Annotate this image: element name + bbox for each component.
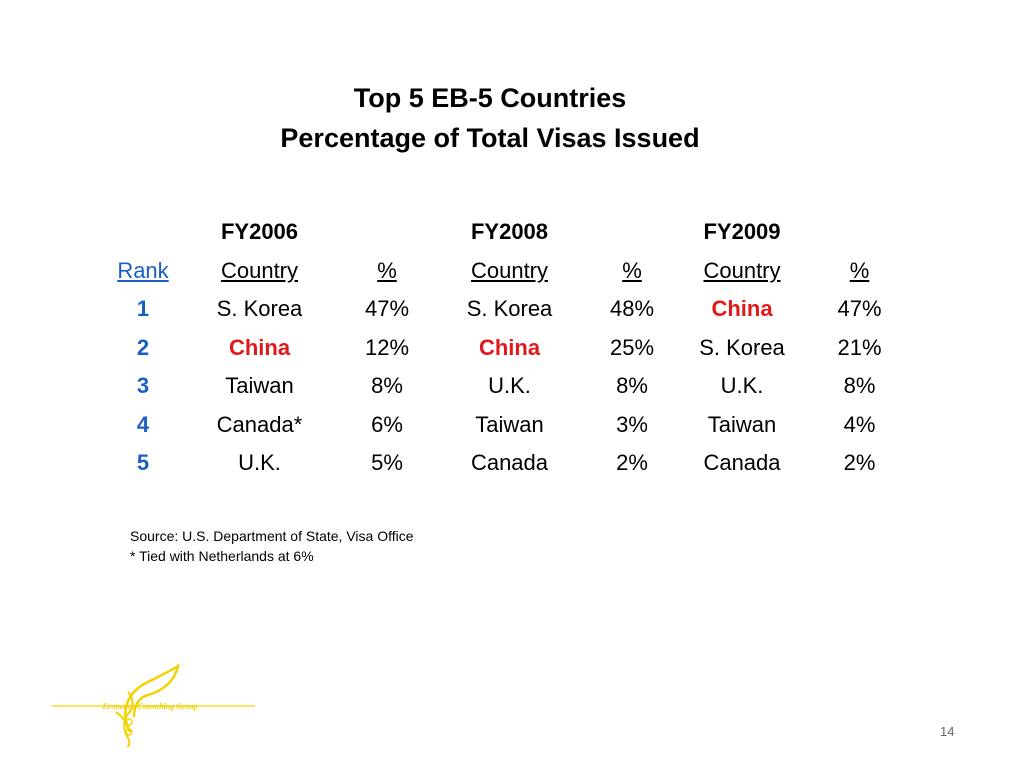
percent-cell: 2% [616, 450, 648, 476]
percent-header: % [377, 257, 397, 283]
percent-cell: 4% [843, 411, 876, 437]
percent-cell: 8% [371, 373, 403, 399]
logo-text: Economic Consulting Group [101, 702, 197, 711]
percent-cell: 6% [371, 411, 403, 437]
country-cell: U.K. [238, 450, 281, 476]
year-header-row: FY2006 FY2008 FY2009 [104, 213, 917, 252]
percent-cell: 47% [364, 296, 410, 322]
table-row: 1 S. Korea 47% S. Korea 48% China 47% [104, 290, 917, 329]
rank-cell: 3 [136, 373, 150, 399]
table-row: 3 Taiwan 8% U.K. 8% U.K. 8% [104, 367, 917, 406]
percent-cell: 47% [837, 296, 882, 322]
countries-table: FY2006 FY2008 FY2009 Rank Country % Coun… [104, 213, 917, 483]
table-row: 4 Canada* 6% Taiwan 3% Taiwan 4% [104, 406, 917, 445]
title-line-2: Percentage of Total Visas Issued [280, 123, 700, 153]
source-note: Source: U.S. Department of State, Visa O… [130, 528, 414, 544]
table-row: 2 China 12% China 25% S. Korea 21% [104, 329, 917, 368]
percent-cell: 3% [616, 411, 648, 437]
table-row: 5 U.K. 5% Canada 2% Canada 2% [104, 444, 917, 483]
country-cell: U.K. [720, 373, 764, 399]
country-cell: Canada* [216, 411, 303, 437]
year-header: FY2006 [220, 219, 299, 245]
country-cell: China [711, 296, 773, 322]
rank-cell: 5 [136, 450, 150, 476]
footnote: * Tied with Netherlands at 6% [130, 548, 314, 564]
country-cell: Canada [703, 450, 781, 476]
country-cell: China [228, 334, 291, 360]
title-line-1: Top 5 EB-5 Countries [353, 83, 627, 113]
country-cell: U.K. [488, 373, 531, 399]
percent-header: % [849, 257, 870, 283]
country-cell: Taiwan [707, 411, 777, 437]
country-cell: S. Korea [466, 296, 553, 322]
percent-cell: 8% [843, 373, 876, 399]
percent-cell: 48% [609, 296, 655, 322]
plant-sprout-logo-icon: Economic Consulting Group [52, 663, 255, 747]
country-cell: Taiwan [475, 411, 544, 437]
rank-header: Rank [117, 257, 169, 283]
percent-header: % [622, 257, 642, 283]
column-header-row: Rank Country % Country % Country % [104, 252, 917, 291]
slide-title: Top 5 EB-5 Countries Percentage of Total… [0, 78, 980, 158]
rank-cell: 1 [136, 296, 150, 322]
percent-cell: 21% [837, 334, 882, 360]
year-header: FY2009 [703, 219, 781, 245]
country-cell: Canada [470, 450, 549, 476]
percent-cell: 25% [609, 334, 655, 360]
country-header: Country [470, 257, 549, 283]
country-header: Country [220, 257, 299, 283]
country-cell: S. Korea [216, 296, 303, 322]
percent-cell: 2% [843, 450, 876, 476]
rank-cell: 2 [136, 334, 150, 360]
country-cell: Taiwan [225, 373, 294, 399]
year-header: FY2008 [470, 219, 549, 245]
rank-cell: 4 [136, 411, 150, 437]
percent-cell: 5% [371, 450, 403, 476]
source-notes: Source: U.S. Department of State, Visa O… [130, 526, 414, 566]
page-number: 14 [940, 724, 955, 739]
country-header: Country [703, 257, 781, 283]
country-cell: China [478, 334, 541, 360]
percent-cell: 12% [364, 334, 410, 360]
country-cell: S. Korea [699, 334, 785, 360]
percent-cell: 8% [616, 373, 648, 399]
